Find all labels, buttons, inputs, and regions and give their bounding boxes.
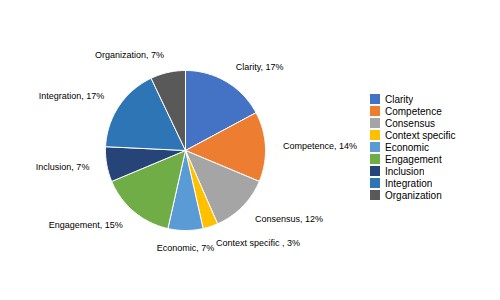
svg-text:Context specific , 3%: Context specific , 3% xyxy=(216,238,300,248)
html-text:Engagement: Engagement xyxy=(385,153,442,165)
html-text:Integration: Integration xyxy=(385,177,433,189)
html-text:Inclusion: Inclusion xyxy=(385,165,425,177)
html-text:Context specific: Context specific xyxy=(385,129,456,141)
svg-text:Integration, 17%: Integration, 17% xyxy=(39,91,105,101)
html-text:Economic: Economic xyxy=(385,141,429,153)
svg-text:Competence, 14%: Competence, 14% xyxy=(283,141,357,151)
svg-text:Clarity, 17%: Clarity, 17% xyxy=(236,62,284,72)
svg-text:Economic, 7%: Economic, 7% xyxy=(157,243,215,253)
html-text:Consensus: Consensus xyxy=(385,117,435,129)
svg-text:Inclusion, 7%: Inclusion, 7% xyxy=(36,162,90,172)
html-text:Clarity: Clarity xyxy=(385,93,414,105)
svg-text:Organization, 7%: Organization, 7% xyxy=(95,50,164,60)
svg-text:Engagement, 15%: Engagement, 15% xyxy=(49,220,123,230)
html-text:Organization: Organization xyxy=(385,189,442,201)
svg-text:Consensus, 12%: Consensus, 12% xyxy=(255,214,323,224)
html-text:Competence: Competence xyxy=(385,105,442,117)
